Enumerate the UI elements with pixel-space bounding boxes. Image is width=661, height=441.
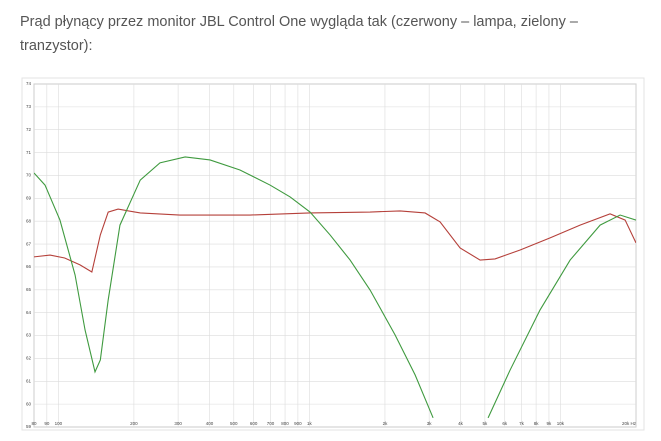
y-tick-label: 70 <box>26 173 32 178</box>
x-tick-label: 4k <box>458 421 464 426</box>
x-tick-label: 200 <box>130 421 138 426</box>
y-tick-label: 65 <box>26 287 32 292</box>
line-series <box>34 156 636 419</box>
x-tick-label: 5k <box>482 421 488 426</box>
y-tick-label: 71 <box>26 150 32 155</box>
x-tick-label: 900 <box>294 421 302 426</box>
y-tick-label: 59 <box>26 424 32 429</box>
y-tick-label: 60 <box>26 401 32 406</box>
y-tick-label: 69 <box>26 196 32 201</box>
y-tick-label: 63 <box>26 333 32 338</box>
paragraph: Prąd płynący przez monitor JBL Control O… <box>20 14 578 54</box>
y-tick-label: 74 <box>26 81 32 86</box>
y-tick-label: 72 <box>26 127 32 132</box>
x-tick-label: 2k <box>383 421 389 426</box>
x-tick-label: 300 <box>174 421 182 426</box>
x-tick-label: 6k <box>502 421 508 426</box>
x-tick-label: 9k <box>547 421 553 426</box>
x-tick-label: 3k <box>427 421 433 426</box>
x-tick-label: 1k <box>307 421 313 426</box>
x-tick-label: 20k Hz <box>622 421 637 426</box>
y-tick-label: 68 <box>26 218 32 223</box>
x-tick-label: 400 <box>206 421 214 426</box>
x-tick-label: 600 <box>250 421 258 426</box>
x-tick-label: 700 <box>267 421 275 426</box>
line-series <box>34 208 636 273</box>
y-tick-label: 67 <box>26 241 32 246</box>
x-tick-label: 500 <box>230 421 238 426</box>
x-tick-label: 100 <box>55 421 63 426</box>
x-tick-label: 90 <box>44 421 50 426</box>
x-tick-label: 8k <box>534 421 540 426</box>
x-tick-label: 80 <box>31 421 37 426</box>
x-tick-label: 800 <box>281 421 289 426</box>
chart-frame <box>21 77 645 431</box>
y-tick-label: 64 <box>26 310 32 315</box>
x-tick-label: 7k <box>519 421 525 426</box>
y-tick-label: 73 <box>26 104 32 109</box>
y-tick-label: 61 <box>26 378 32 383</box>
y-tick-label: 62 <box>26 356 32 361</box>
x-tick-label: 10k <box>557 421 565 426</box>
y-tick-label: 66 <box>26 264 32 269</box>
